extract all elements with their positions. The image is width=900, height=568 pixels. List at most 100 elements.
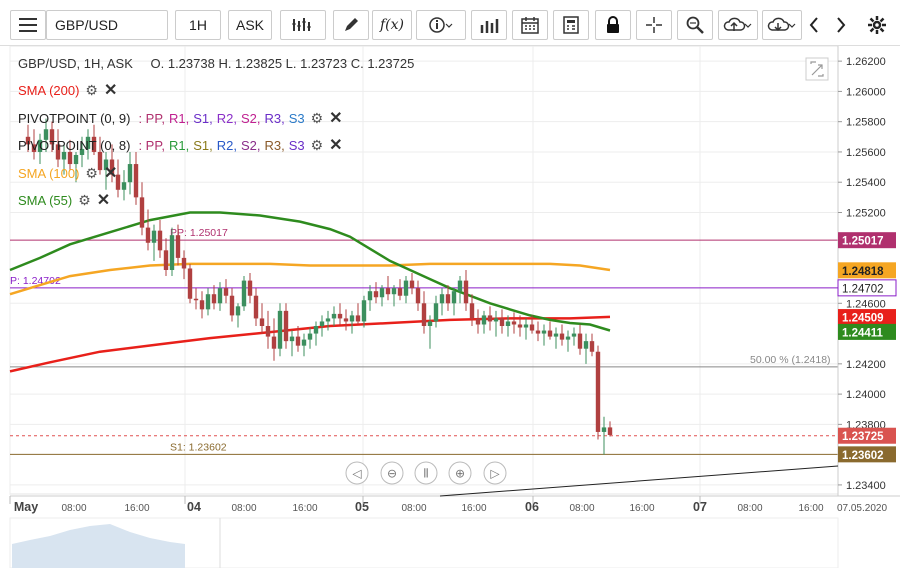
candle [361, 295, 367, 328]
scroll-left-button-icon[interactable]: ◁ [351, 467, 361, 481]
candle [343, 309, 349, 331]
lock-icon[interactable] [595, 10, 631, 40]
fullscreen-frame[interactable] [805, 57, 829, 81]
candle-body [481, 315, 487, 325]
menu-icon[interactable] [10, 10, 46, 40]
price-badge-label: 1.24818 [842, 266, 884, 278]
zoom-in-button-icon[interactable]: ⊕ [455, 467, 465, 481]
candle [577, 324, 583, 355]
legend-pivot2[interactable]: PIVOTPOINT (0, 8) : PP, R1, S1, R2, S2, … [18, 135, 343, 155]
candle [49, 121, 55, 152]
price-badge [838, 262, 896, 279]
candle [301, 333, 307, 357]
calendar-icon[interactable] [512, 10, 548, 40]
candle-body [307, 333, 313, 340]
chevron-left-icon[interactable] [803, 10, 825, 40]
price-badge-label: 1.24411 [842, 327, 884, 339]
close-icon[interactable]: ✕ [329, 110, 343, 127]
close-icon[interactable]: ✕ [103, 165, 118, 182]
zoom-icon[interactable] [677, 10, 713, 40]
candle [403, 276, 409, 304]
gear-icon[interactable]: ⚙ [85, 81, 98, 98]
candle [133, 151, 139, 205]
gear-icon[interactable]: ⚙ [310, 136, 324, 153]
reset-button-ring[interactable] [414, 461, 438, 485]
chart-extras: ◁ ⊖ ⦀ ⊕ ▷ [9, 57, 839, 568]
info-icon[interactable] [416, 10, 466, 40]
candle [205, 288, 211, 316]
level-label: 50.00 % (1.2418) [750, 354, 831, 366]
scroll-left-button-ring[interactable] [345, 461, 369, 485]
toolbar: GBP/USD 1H ASK f(x) [0, 0, 900, 46]
time-tick-label: 04 [187, 500, 201, 514]
indicators-button[interactable]: f(x) [372, 10, 412, 40]
zoom-out-button-ring[interactable] [380, 461, 404, 485]
pivot2-pp: : PP, [138, 137, 165, 153]
gear-icon[interactable]: ⚙ [78, 191, 91, 208]
scroll-right-button-icon[interactable]: ▷ [490, 467, 500, 481]
reset-button[interactable]: ⦀ [414, 461, 438, 485]
candle [295, 326, 301, 352]
candle [25, 124, 31, 152]
candle-body [595, 351, 601, 432]
pencil-icon[interactable] [333, 10, 369, 40]
interval-selector[interactable]: 1H [175, 10, 221, 40]
candle-body [469, 303, 475, 319]
price-tick-label: 1.26200 [846, 56, 886, 68]
candle-body [151, 230, 157, 243]
gear-icon[interactable]: ⚙ [85, 164, 98, 181]
candle-body [355, 315, 361, 322]
close-icon[interactable]: ✕ [103, 82, 118, 99]
gear-icon[interactable] [862, 10, 892, 40]
candle [139, 182, 145, 236]
candle [265, 310, 271, 349]
calculator-icon[interactable] [553, 10, 589, 40]
gear-icon[interactable]: ⚙ [310, 109, 324, 126]
candle [193, 288, 199, 310]
time-axis[interactable]: May 08:00 16:00 04 08:00 16:00 05 08:00 16:00 06 0… [0, 495, 900, 516]
cloud-upload-icon[interactable] [718, 10, 758, 40]
legend-sma55-label: SMA (55) [18, 192, 73, 208]
legend-sma55[interactable]: SMA (55) ⚙ ✕ [18, 190, 110, 210]
legend-sma100[interactable]: SMA (100) ⚙ ✕ [18, 163, 117, 183]
legend-sma200-label: SMA (200) [18, 82, 80, 98]
candle-body [577, 333, 583, 349]
candle-body [223, 288, 229, 296]
zoom-in-button[interactable]: ⊕ [448, 461, 472, 485]
candle-body [385, 288, 391, 295]
scroll-right-button[interactable]: ▷ [483, 461, 507, 485]
reset-button-icon[interactable]: ⦀ [423, 467, 428, 481]
symbol-line: GBP/USD, 1H, ASK [18, 56, 133, 71]
candle-body [187, 268, 193, 299]
close-icon[interactable]: ✕ [96, 192, 111, 209]
legend-sma200[interactable]: SMA (200) ⚙ ✕ [18, 80, 117, 100]
symbol-selector[interactable]: GBP/USD [46, 10, 168, 40]
zoom-out-button-icon[interactable]: ⊖ [387, 467, 397, 481]
navigator-area [12, 524, 185, 568]
candle-body [61, 151, 67, 160]
candle-body [415, 288, 421, 304]
zoom-in-button-ring[interactable] [448, 461, 472, 485]
pivot1-s1: S1, [193, 110, 213, 126]
close-icon[interactable]: ✕ [329, 137, 343, 154]
fullscreen-icon[interactable] [805, 57, 829, 81]
legend-pivot1[interactable]: PIVOTPOINT (0, 9) : PP, R1, S1, R2, S2, … [18, 108, 343, 128]
candle [271, 318, 277, 361]
chevron-right-icon[interactable] [830, 10, 852, 40]
candle [463, 270, 469, 311]
scroll-right-button-ring[interactable] [483, 461, 507, 485]
candle [283, 303, 289, 349]
candle-body [463, 280, 469, 304]
chart-type-icon[interactable] [280, 10, 326, 40]
zoom-out-button[interactable]: ⊖ [380, 461, 404, 485]
crosshair-icon[interactable] [636, 10, 672, 40]
candle-body [523, 324, 529, 328]
volume-bars-icon[interactable] [471, 10, 507, 40]
candle [187, 263, 193, 304]
fullscreen-glyph[interactable] [810, 61, 824, 77]
cloud-download-icon[interactable] [762, 10, 802, 40]
price-type-selector[interactable]: ASK [228, 10, 272, 40]
candle [373, 282, 379, 304]
scroll-left-button[interactable]: ◁ [345, 461, 369, 485]
